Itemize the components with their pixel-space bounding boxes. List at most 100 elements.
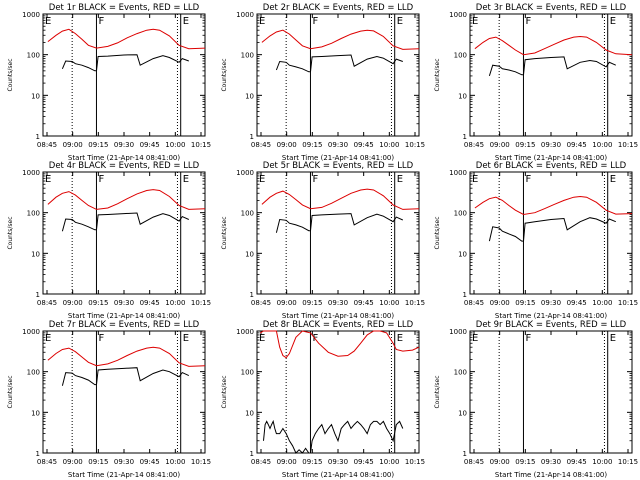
x-tick-label: 10:00 bbox=[379, 299, 399, 307]
x-tick-label: 08:45 bbox=[251, 141, 271, 149]
x-tick-label: 10:15 bbox=[191, 299, 211, 307]
y-tick-label: 100 bbox=[241, 369, 254, 377]
x-tick-label: 09:00 bbox=[277, 458, 297, 466]
x-tick-label: 09:00 bbox=[490, 141, 510, 149]
events-series-line bbox=[488, 217, 616, 242]
x-tick-label: 09:30 bbox=[541, 299, 561, 307]
y-tick-label: 100 bbox=[454, 52, 467, 60]
x-axis-label: Start Time (21-Apr-14 08:41:00) bbox=[68, 471, 180, 479]
x-tick-label: 09:30 bbox=[328, 141, 348, 149]
x-tick-label: 09:15 bbox=[88, 458, 108, 466]
x-tick-label: 09:00 bbox=[63, 299, 83, 307]
detector-panel-7: Det 7r BLACK = Events, RED = LLD Counts/s… bbox=[7, 320, 211, 479]
panel-title: Det 6r BLACK = Events, RED = LLD bbox=[476, 161, 627, 171]
x-tick-label: 08:45 bbox=[464, 141, 484, 149]
x-tick-label: 10:00 bbox=[165, 299, 185, 307]
x-axis-label: Start Time (21-Apr-14 08:41:00) bbox=[282, 154, 394, 162]
marker-label: E bbox=[472, 174, 478, 185]
marker-label: E bbox=[610, 16, 616, 27]
x-axis-label: Start Time (21-Apr-14 08:41:00) bbox=[495, 471, 607, 479]
x-tick-label: 09:15 bbox=[302, 299, 322, 307]
y-tick-label: 1000 bbox=[236, 169, 254, 177]
y-tick-label: 100 bbox=[27, 369, 40, 377]
marker-label: E bbox=[397, 174, 403, 185]
marker-label: F bbox=[98, 16, 104, 27]
y-axis-label: Counts/sec bbox=[7, 216, 14, 249]
y-tick-label: 10 bbox=[31, 250, 40, 258]
y-axis-label: Counts/sec bbox=[221, 375, 228, 408]
marker-label: E bbox=[397, 333, 403, 344]
panel-title: Det 8r BLACK = Events, RED = LLD bbox=[263, 320, 414, 330]
y-axis-label: Counts/sec bbox=[221, 58, 228, 91]
y-tick-label: 10 bbox=[31, 92, 40, 100]
marker-label: F bbox=[312, 16, 318, 27]
y-tick-label: 100 bbox=[27, 210, 40, 218]
y-tick-label: 10 bbox=[245, 409, 254, 417]
y-tick-label: 10 bbox=[245, 250, 254, 258]
marker-label: F bbox=[312, 174, 318, 185]
marker-label: F bbox=[525, 333, 531, 344]
marker-label: F bbox=[98, 333, 104, 344]
x-tick-label: 10:15 bbox=[405, 141, 425, 149]
x-tick-label: 09:00 bbox=[63, 458, 83, 466]
x-tick-label: 09:30 bbox=[541, 141, 561, 149]
detector-panel-3: Det 3r BLACK = Events, RED = LLD Counts/s… bbox=[434, 3, 638, 162]
y-tick-label: 100 bbox=[241, 210, 254, 218]
marker-label: E bbox=[610, 174, 616, 185]
x-tick-label: 10:15 bbox=[405, 458, 425, 466]
x-tick-label: 09:45 bbox=[354, 458, 374, 466]
x-tick-label: 09:00 bbox=[490, 458, 510, 466]
x-tick-label: 09:45 bbox=[567, 141, 587, 149]
panel-title: Det 9r BLACK = Events, RED = LLD bbox=[476, 320, 627, 330]
x-tick-label: 10:15 bbox=[618, 141, 638, 149]
y-tick-label: 1 bbox=[463, 291, 467, 299]
marker-label: E bbox=[45, 174, 51, 185]
y-axis-label: Counts/sec bbox=[7, 375, 14, 408]
panel-title: Det 2r BLACK = Events, RED = LLD bbox=[263, 3, 414, 13]
x-tick-label: 09:30 bbox=[114, 141, 134, 149]
y-tick-label: 1000 bbox=[449, 169, 467, 177]
y-tick-label: 1000 bbox=[22, 11, 40, 19]
x-tick-label: 09:15 bbox=[88, 299, 108, 307]
y-tick-label: 1000 bbox=[449, 11, 467, 19]
x-tick-label: 08:45 bbox=[464, 458, 484, 466]
y-tick-label: 10 bbox=[245, 92, 254, 100]
events-series-line bbox=[61, 367, 190, 386]
y-tick-label: 10 bbox=[458, 409, 467, 417]
events-series-line bbox=[275, 54, 403, 73]
detector-panel-2: Det 2r BLACK = Events, RED = LLD Counts/s… bbox=[221, 3, 425, 162]
x-tick-label: 09:00 bbox=[63, 141, 83, 149]
x-tick-label: 10:00 bbox=[379, 141, 399, 149]
x-tick-label: 10:15 bbox=[618, 458, 638, 466]
x-axis-label: Start Time (21-Apr-14 08:41:00) bbox=[282, 471, 394, 479]
events-series-line bbox=[61, 54, 189, 72]
events-series-line bbox=[263, 419, 404, 454]
panel-title: Det 7r BLACK = Events, RED = LLD bbox=[49, 320, 200, 330]
marker-label: E bbox=[259, 174, 265, 185]
lld-series-line bbox=[47, 346, 206, 367]
marker-label: E bbox=[45, 333, 51, 344]
y-tick-label: 1 bbox=[250, 291, 254, 299]
x-tick-label: 09:45 bbox=[140, 141, 160, 149]
x-tick-label: 09:45 bbox=[567, 299, 587, 307]
detector-panel-5: Det 5r BLACK = Events, RED = LLD Counts/s… bbox=[221, 161, 425, 320]
x-tick-label: 10:00 bbox=[165, 141, 185, 149]
x-tick-label: 08:45 bbox=[37, 141, 57, 149]
y-tick-label: 100 bbox=[27, 52, 40, 60]
y-axis-label: Counts/sec bbox=[434, 375, 441, 408]
y-tick-label: 100 bbox=[454, 210, 467, 218]
x-tick-label: 10:00 bbox=[592, 141, 612, 149]
x-tick-label: 09:30 bbox=[328, 458, 348, 466]
y-tick-label: 1 bbox=[250, 133, 254, 141]
detector-panel-1: Det 1r BLACK = Events, RED = LLD Counts/s… bbox=[7, 3, 211, 162]
x-tick-label: 09:15 bbox=[515, 458, 535, 466]
x-tick-label: 09:15 bbox=[515, 141, 535, 149]
y-tick-label: 10 bbox=[31, 409, 40, 417]
marker-label: F bbox=[98, 174, 104, 185]
marker-label: E bbox=[472, 333, 478, 344]
detector-panel-4: Det 4r BLACK = Events, RED = LLD Counts/s… bbox=[7, 161, 211, 320]
lld-series-line bbox=[261, 29, 420, 50]
marker-label: E bbox=[610, 333, 616, 344]
marker-label: E bbox=[183, 174, 189, 185]
detector-panel-6: Det 6r BLACK = Events, RED = LLD Counts/s… bbox=[434, 161, 638, 320]
